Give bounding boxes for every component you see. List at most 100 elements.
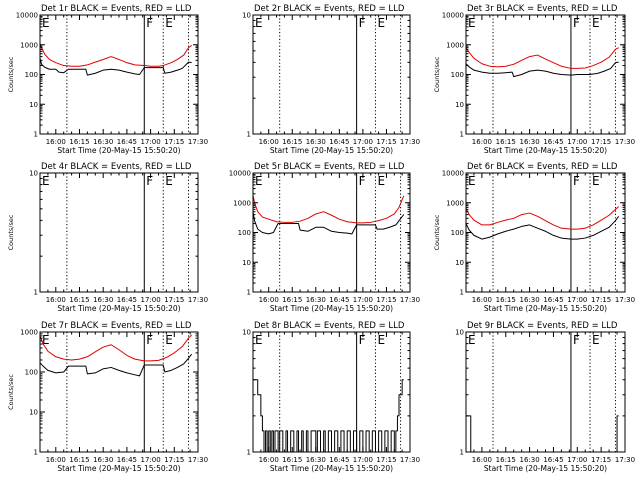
marker-label-f: F (146, 333, 153, 347)
series-line-events-black (252, 211, 405, 235)
series-line-events-black (39, 353, 193, 377)
y-tick-label: 10000 (229, 170, 251, 178)
y-tick-label: 100 (451, 229, 464, 237)
x-tick-label: 17:15 (164, 456, 184, 464)
x-tick-label: 17:00 (141, 138, 161, 146)
x-tick-label: 16:00 (46, 296, 66, 304)
x-tick-label: 16:30 (306, 296, 326, 304)
y-tick-label: 100 (25, 71, 38, 79)
marker-label-f: F (573, 16, 580, 30)
x-axis-label: Start Time (20-May-15 15:50:20) (484, 146, 607, 155)
plot-frame (39, 14, 199, 135)
x-axis-label: Start Time (20-May-15 15:50:20) (270, 464, 393, 473)
x-axis-label: Start Time (20-May-15 15:50:20) (270, 304, 393, 313)
panel-title: Det 1r BLACK = Events, RED = LLD (41, 4, 192, 14)
series-line-events-black (253, 379, 404, 453)
x-tick-label: 17:00 (141, 456, 161, 464)
marker-label-e: E (165, 16, 173, 30)
panel-title: Det 5r BLACK = Events, RED = LLD (254, 162, 405, 172)
series-line-lld-red (252, 195, 405, 224)
y-tick-label: 10000 (16, 12, 38, 20)
x-tick-label: 16:15 (496, 296, 516, 304)
x-tick-label: 17:15 (591, 138, 611, 146)
y-tick-label: 100 (25, 369, 38, 377)
marker-label-e: E (468, 333, 476, 347)
x-tick-label: 16:45 (543, 456, 563, 464)
y-tick-label: 10 (242, 329, 251, 337)
x-axis-label: Start Time (20-May-15 15:50:20) (57, 304, 180, 313)
series-line-events-black (466, 415, 619, 453)
y-tick-label: 10 (29, 170, 38, 178)
y-tick-label: 1 (34, 449, 38, 457)
x-tick-label: 16:00 (46, 138, 66, 146)
x-tick-label: 16:45 (117, 456, 137, 464)
y-tick-label: 1 (247, 449, 251, 457)
x-tick-label: 17:00 (567, 456, 587, 464)
marker-label-e: E (592, 174, 600, 188)
x-tick-label: 16:30 (520, 296, 540, 304)
y-axis-label: Counts/sec (433, 56, 441, 92)
x-tick-label: 16:45 (117, 138, 137, 146)
marker-label-e: E (42, 333, 50, 347)
x-tick-label: 16:15 (496, 138, 516, 146)
marker-label-f: F (146, 16, 153, 30)
x-tick-label: 16:15 (282, 138, 302, 146)
x-axis-label: Start Time (20-May-15 15:50:20) (57, 464, 180, 473)
x-tick-label: 17:30 (188, 138, 208, 146)
x-tick-label: 16:30 (93, 296, 113, 304)
y-tick-label: 1 (460, 289, 464, 297)
x-tick-label: 17:15 (376, 456, 396, 464)
y-tick-label: 100 (238, 229, 251, 237)
y-axis-label: Counts/sec (7, 374, 15, 410)
series-line-lld-red (39, 334, 193, 362)
x-tick-label: 17:15 (376, 296, 396, 304)
marker-label-e: E (592, 333, 600, 347)
y-tick-label: 10000 (442, 170, 464, 178)
marker-label-f: F (359, 333, 366, 347)
panel-title: Det 6r BLACK = Events, RED = LLD (467, 162, 618, 172)
x-tick-label: 16:00 (472, 296, 492, 304)
panel-title: Det 2r BLACK = Events, RED = LLD (254, 4, 405, 14)
series-line-events-black (465, 216, 620, 240)
x-tick-label: 17:30 (400, 296, 420, 304)
series-line-lld-red (465, 47, 619, 69)
panel-title: Det 8r BLACK = Events, RED = LLD (254, 321, 405, 331)
plot-frame (252, 14, 411, 135)
x-tick-label: 16:45 (543, 296, 563, 304)
y-axis-label: Counts/sec (433, 214, 441, 250)
y-tick-label: 1 (34, 289, 38, 297)
x-axis-label: Start Time (20-May-15 15:50:20) (57, 146, 180, 155)
marker-label-f: F (359, 174, 366, 188)
x-tick-label: 16:00 (259, 456, 279, 464)
x-axis-label: Start Time (20-May-15 15:50:20) (270, 146, 393, 155)
x-tick-label: 16:30 (93, 456, 113, 464)
y-axis-label: Counts/sec (7, 56, 15, 92)
x-tick-label: 16:00 (46, 456, 66, 464)
y-tick-label: 10 (455, 101, 464, 109)
marker-label-e: E (468, 174, 476, 188)
panel-title: Det 9r BLACK = Events, RED = LLD (467, 321, 618, 331)
panel-title: Det 7r BLACK = Events, RED = LLD (41, 321, 192, 331)
series-line-lld-red (465, 206, 619, 230)
marker-label-e: E (255, 333, 263, 347)
x-tick-label: 16:15 (282, 456, 302, 464)
x-tick-label: 17:15 (164, 138, 184, 146)
y-tick-label: 1000 (20, 41, 38, 49)
x-tick-label: 17:30 (400, 138, 420, 146)
x-tick-label: 17:15 (591, 456, 611, 464)
x-tick-label: 16:15 (496, 456, 516, 464)
y-tick-label: 1 (460, 449, 464, 457)
plot-frame (252, 172, 411, 293)
y-tick-label: 10000 (442, 12, 464, 20)
marker-label-e: E (592, 16, 600, 30)
x-tick-label: 17:00 (141, 296, 161, 304)
x-tick-label: 17:00 (353, 138, 373, 146)
x-tick-label: 17:30 (615, 456, 635, 464)
marker-label-f: F (573, 174, 580, 188)
plot-frame (465, 172, 626, 293)
